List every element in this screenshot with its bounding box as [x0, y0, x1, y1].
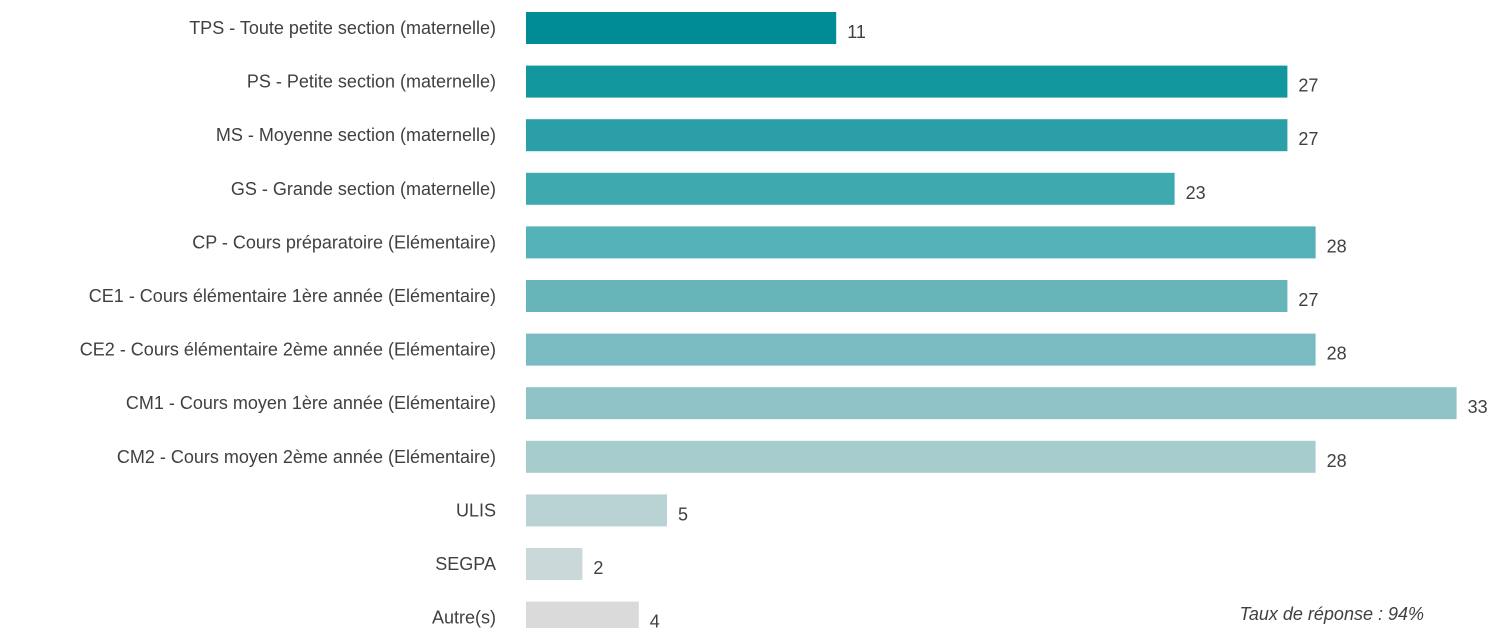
data-label: 11	[847, 22, 866, 42]
data-label: 28	[1327, 236, 1347, 256]
bar	[526, 387, 1457, 420]
data-label: 5	[678, 504, 688, 524]
bar	[526, 119, 1288, 152]
category-label: CM2 - Cours moyen 2ème année (Elémentair…	[117, 447, 496, 467]
category-label: CM1 - Cours moyen 1ère année (Elémentair…	[126, 393, 496, 413]
category-label: GS - Grande section (maternelle)	[231, 179, 496, 199]
bar	[526, 280, 1288, 312]
data-label: 23	[1186, 183, 1206, 203]
category-label: Autre(s)	[432, 608, 496, 628]
bar	[526, 65, 1288, 98]
data-label: 27	[1298, 290, 1318, 310]
bar	[526, 172, 1175, 205]
data-label: 33	[1468, 397, 1488, 417]
category-label: CP - Cours préparatoire (Elémentaire)	[192, 232, 496, 252]
data-label: 28	[1327, 344, 1347, 364]
bar	[526, 548, 583, 580]
bar	[526, 333, 1316, 366]
category-label: SEGPA	[435, 554, 496, 574]
category-label: CE1 - Cours élémentaire 1ère année (Elém…	[89, 286, 496, 306]
data-label: 4	[650, 612, 660, 628]
data-label: 2	[593, 558, 603, 578]
bar	[526, 440, 1316, 473]
category-label: PS - Petite section (maternelle)	[247, 72, 496, 92]
bar	[526, 494, 667, 527]
response-rate-note: Taux de réponse : 94%	[1239, 604, 1424, 624]
bar	[526, 12, 837, 44]
data-label: 27	[1298, 129, 1318, 149]
bar	[526, 226, 1316, 259]
data-label: 28	[1327, 451, 1347, 471]
category-label: MS - Moyenne section (maternelle)	[216, 125, 496, 145]
bar	[526, 601, 639, 628]
category-label: CE2 - Cours élémentaire 2ème année (Elém…	[80, 340, 496, 360]
data-label: 27	[1298, 76, 1318, 96]
category-label: TPS - Toute petite section (maternelle)	[189, 18, 496, 38]
category-label: ULIS	[456, 500, 496, 520]
